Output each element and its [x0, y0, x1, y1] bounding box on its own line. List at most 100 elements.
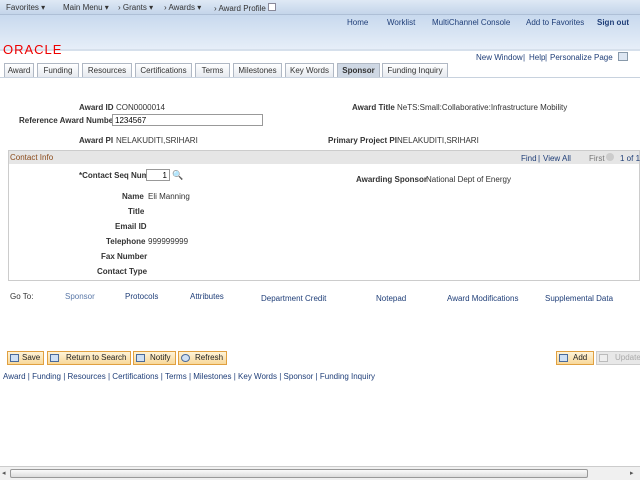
tab-milestones[interactable]: Milestones	[233, 63, 282, 78]
award-pi-value: NELAKUDITI,SRIHARI	[116, 136, 198, 145]
goto-department-credit-link[interactable]: Department Credit	[261, 294, 327, 303]
goto-attributes-link[interactable]: Attributes	[190, 292, 224, 301]
contact-info-title: Contact Info	[10, 153, 54, 162]
bottom-link-certifications[interactable]: Certifications	[112, 372, 159, 381]
add-label: Add	[573, 353, 588, 362]
spreadsheet-icon[interactable]	[618, 52, 628, 61]
reference-award-number-label: Reference Award Number	[19, 116, 117, 125]
favorites-label: Favorites	[6, 3, 39, 12]
update-display-button[interactable]: Update/Display	[596, 351, 640, 365]
notify-button[interactable]: Notify	[133, 351, 176, 365]
tab-funding-inquiry[interactable]: Funding Inquiry	[382, 63, 448, 78]
return-to-search-button[interactable]: Return to Search	[47, 351, 131, 365]
oracle-logo: ORACLE	[3, 42, 63, 57]
crumb-label: Grants	[122, 3, 147, 12]
reference-award-number-input[interactable]	[112, 114, 263, 126]
row-count: 1 of 1	[620, 154, 640, 163]
fax-number-label: Fax Number	[101, 252, 148, 261]
award-id-label: Award ID	[79, 103, 114, 112]
awarding-sponsor-label: Awarding Sponsor	[356, 175, 427, 184]
tab-terms[interactable]: Terms	[195, 63, 230, 78]
multichannel-console-link[interactable]: MultiChannel Console	[432, 18, 511, 27]
goto-protocols-link[interactable]: Protocols	[125, 292, 159, 301]
save-icon	[10, 354, 19, 362]
favorites-menu[interactable]: Favorites ▾	[6, 3, 46, 12]
tab-certifications[interactable]: Certifications	[135, 63, 192, 78]
bottom-link-award[interactable]: Award	[3, 372, 26, 381]
bottom-tab-links: Award | Funding | Resources | Certificat…	[3, 372, 376, 381]
telephone-value: 999999999	[148, 237, 189, 246]
previous-arrow-icon[interactable]	[606, 153, 614, 161]
top-nav-bar: Favorites ▾ Main Menu ▾ › Grants ▾ › Awa…	[0, 0, 640, 15]
separator: |	[523, 53, 526, 62]
add-button[interactable]: Add	[556, 351, 594, 365]
tab-key-words[interactable]: Key Words	[285, 63, 334, 78]
new-window-link[interactable]: New Window	[476, 53, 523, 62]
refresh-icon	[181, 354, 190, 362]
personalize-page-link[interactable]: Personalize Page	[550, 53, 613, 62]
award-title-label: Award Title	[352, 103, 395, 112]
sign-out-link[interactable]: Sign out	[597, 18, 629, 27]
main-menu[interactable]: Main Menu ▾	[63, 3, 109, 12]
title-label: Title	[128, 207, 145, 216]
tab-award[interactable]: Award	[4, 63, 34, 78]
scrollbar-thumb[interactable]	[10, 469, 588, 478]
breadcrumb-awards[interactable]: › Awards ▾	[164, 3, 202, 12]
award-id-value: CON0000014	[116, 103, 165, 112]
scroll-left-icon[interactable]: ◂	[2, 470, 6, 477]
notify-label: Notify	[150, 353, 171, 362]
bottom-link-funding-inquiry[interactable]: Funding Inquiry	[319, 372, 376, 381]
contact-seq-num-label: *Contact Seq Num	[79, 171, 149, 180]
scroll-right-icon[interactable]: ▸	[630, 470, 634, 477]
save-button[interactable]: Save	[7, 351, 44, 365]
crumb-label: Award Profile	[218, 4, 266, 13]
bottom-link-terms[interactable]: Terms	[164, 372, 187, 381]
first-link[interactable]: First	[589, 154, 605, 163]
contact-seq-num-input[interactable]	[146, 169, 170, 181]
refresh-label: Refresh	[195, 353, 224, 362]
help-link[interactable]: Help	[529, 53, 546, 62]
refresh-button[interactable]: Refresh	[178, 351, 227, 365]
breadcrumb-award-profile[interactable]: › Award Profile	[214, 3, 277, 13]
goto-award-modifications-link[interactable]: Award Modifications	[447, 294, 519, 303]
crumb-label: Awards	[168, 3, 195, 12]
header-banner: ORACLE	[0, 15, 640, 57]
return-search-icon	[50, 354, 59, 362]
worklist-link[interactable]: Worklist	[387, 18, 416, 27]
horizontal-scrollbar[interactable]: ◂ ▸	[0, 466, 640, 480]
name-value: Eli Manning	[148, 192, 190, 201]
email-id-label: Email ID	[115, 222, 147, 231]
return-label: Return to Search	[66, 353, 127, 362]
update-icon	[599, 354, 608, 362]
primary-project-pi-label: Primary Project PI	[328, 136, 397, 145]
bottom-link-funding[interactable]: Funding	[32, 372, 61, 381]
goto-sponsor-link[interactable]: Sponsor	[65, 292, 95, 301]
notify-icon	[136, 354, 145, 362]
contact-info-box: Contact Info Find | View All First 1 of …	[8, 150, 640, 281]
primary-project-pi-value: NELAKUDITI,SRIHARI	[397, 136, 479, 145]
tab-sponsor[interactable]: Sponsor	[337, 63, 380, 78]
lookup-icon[interactable]: 🔍	[172, 170, 184, 180]
tab-funding[interactable]: Funding	[37, 63, 79, 78]
contact-info-header: Contact Info Find | View All First 1 of …	[9, 151, 640, 164]
view-all-link[interactable]: View All	[543, 154, 571, 163]
goto-notepad-link[interactable]: Notepad	[376, 294, 407, 303]
award-pi-label: Award PI	[79, 136, 114, 145]
contact-type-label: Contact Type	[97, 267, 148, 276]
bottom-link-milestones[interactable]: Milestones	[193, 372, 232, 381]
save-label: Save	[22, 353, 41, 362]
home-link[interactable]: Home	[347, 18, 369, 27]
separator: |	[538, 154, 541, 163]
goto-supplemental-data-link[interactable]: Supplemental Data	[545, 294, 614, 303]
find-link[interactable]: Find	[521, 154, 537, 163]
separator: |	[545, 53, 548, 62]
award-title-value: NeTS:Small:Collaborative:Infrastructure …	[397, 103, 568, 112]
breadcrumb-grants[interactable]: › Grants ▾	[118, 3, 154, 12]
tab-resources[interactable]: Resources	[82, 63, 132, 78]
bottom-link-sponsor[interactable]: Sponsor	[283, 372, 314, 381]
name-label: Name	[122, 192, 144, 201]
bottom-link-key-words[interactable]: Key Words	[238, 372, 278, 381]
add-to-favorites-link[interactable]: Add to Favorites	[526, 18, 585, 27]
bottom-link-resources[interactable]: Resources	[67, 372, 106, 381]
search-icon[interactable]	[268, 3, 277, 11]
